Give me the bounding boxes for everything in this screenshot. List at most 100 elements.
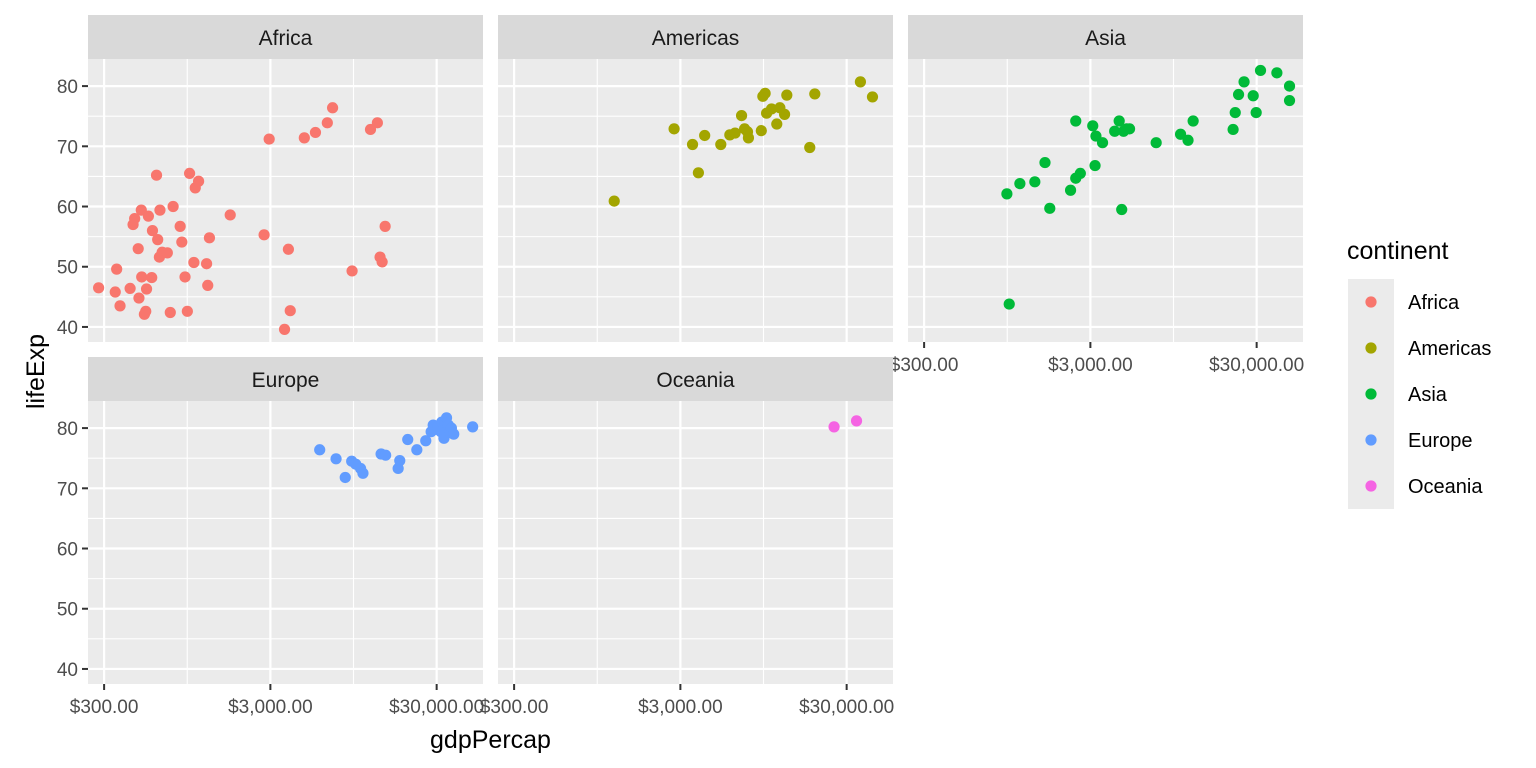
data-point-africa [321, 117, 333, 129]
x-tick-label: $30,000.00 [799, 697, 894, 718]
data-point-asia [1182, 134, 1194, 146]
data-point-europe [420, 435, 432, 447]
data-point-africa [109, 286, 121, 298]
data-point-africa [133, 292, 145, 304]
data-point-asia [1247, 90, 1259, 102]
facet-strip [498, 357, 893, 401]
data-point-europe [402, 433, 414, 446]
data-point-africa [282, 243, 294, 255]
data-point-africa [179, 271, 191, 283]
data-point-europe [380, 449, 392, 461]
y-tick-label: 60 [57, 198, 78, 219]
legend-item-africa: Africa [1348, 279, 1460, 325]
facet-panel-americas: Americas [498, 15, 893, 342]
data-point-europe [411, 444, 423, 456]
data-point-asia [1087, 120, 1099, 132]
data-point-africa [224, 209, 236, 221]
data-point-asia [1232, 88, 1245, 101]
data-point-europe [357, 467, 369, 479]
data-point-africa [146, 271, 158, 284]
data-point-asia [1109, 125, 1121, 137]
facet-panels: Africa 40 50 60 70 80 Americas Asia $300.00 $3,00… [57, 15, 1304, 718]
y-tick-label: 80 [57, 77, 78, 98]
data-point-asia [1238, 76, 1250, 88]
data-point-asia [1096, 137, 1109, 149]
legend-key-africa [1365, 296, 1377, 308]
data-point-africa [183, 167, 196, 180]
data-point-americas [854, 76, 867, 88]
data-point-africa [379, 220, 391, 232]
data-point-asia [1283, 94, 1296, 107]
data-point-africa [111, 263, 123, 275]
legend: continent Africa Americas Asia Europe Oceania [1347, 237, 1491, 509]
facet-panel-oceania: Oceania $300.00 $3,000.00 $30,000.00 [480, 357, 894, 718]
data-point-asia [1187, 115, 1199, 127]
data-point-americas [755, 125, 767, 137]
data-point-africa [132, 243, 144, 255]
data-point-africa [129, 212, 141, 225]
data-point-americas [742, 132, 755, 144]
data-point-asia [1283, 80, 1296, 92]
data-point-africa [298, 132, 310, 144]
data-point-asia [1029, 176, 1041, 188]
data-point-africa [154, 204, 166, 216]
legend-key-americas [1365, 342, 1377, 354]
data-point-americas [778, 108, 791, 120]
facet-strip [908, 15, 1303, 59]
data-point-americas [735, 110, 748, 122]
x-tick-label: $300.00 [70, 697, 139, 718]
data-point-americas [759, 87, 771, 99]
data-point-africa [124, 282, 136, 295]
legend-item-oceania: Oceania [1348, 463, 1483, 509]
facet-strip [88, 357, 483, 401]
data-point-africa [161, 247, 173, 259]
data-point-europe [467, 421, 479, 433]
x-tick-label: $3,000.00 [228, 697, 313, 718]
legend-key-europe [1365, 434, 1377, 446]
data-point-americas [804, 141, 816, 154]
data-point-africa [152, 234, 164, 246]
data-point-africa [202, 279, 214, 291]
panel-background [498, 59, 893, 342]
y-tick-label: 50 [57, 600, 78, 621]
data-point-asia [1001, 188, 1013, 200]
data-point-africa [174, 220, 186, 232]
facet-strip [498, 15, 893, 59]
y-tick-label: 80 [57, 419, 78, 440]
data-point-africa [278, 323, 291, 335]
data-point-americas [809, 88, 821, 100]
legend-key-oceania [1365, 480, 1377, 492]
y-tick-label: 70 [57, 479, 78, 500]
data-point-africa [376, 256, 388, 268]
data-point-africa [146, 225, 159, 237]
x-tick-label: $300.00 [890, 355, 959, 376]
data-point-europe [330, 453, 342, 465]
data-point-americas [781, 89, 793, 101]
data-point-africa [150, 169, 163, 181]
data-point-europe [448, 428, 460, 440]
data-point-asia [1044, 202, 1056, 214]
legend-title: continent [1347, 237, 1449, 265]
legend-key-asia [1365, 388, 1377, 400]
data-point-africa [200, 258, 213, 270]
facet-strip [88, 15, 483, 59]
panel-background [498, 401, 893, 684]
panel-background [88, 59, 483, 342]
data-point-africa [371, 117, 383, 129]
data-point-africa [164, 306, 176, 319]
data-point-americas [866, 91, 879, 103]
facet-strip-label: Africa [259, 27, 313, 50]
facet-strip-label: Europe [252, 369, 320, 392]
data-point-oceania [828, 421, 840, 433]
legend-label: Europe [1408, 430, 1473, 452]
data-point-africa [140, 305, 152, 317]
data-point-americas [765, 103, 778, 115]
x-tick-label: $3,000.00 [638, 697, 723, 718]
data-point-europe [314, 444, 326, 456]
x-axis-title: gdpPercap [430, 726, 551, 754]
data-point-africa [93, 282, 105, 294]
data-point-asia [1271, 67, 1283, 79]
data-point-africa [263, 133, 275, 145]
y-tick-label: 60 [57, 540, 78, 561]
data-point-africa [140, 283, 153, 295]
